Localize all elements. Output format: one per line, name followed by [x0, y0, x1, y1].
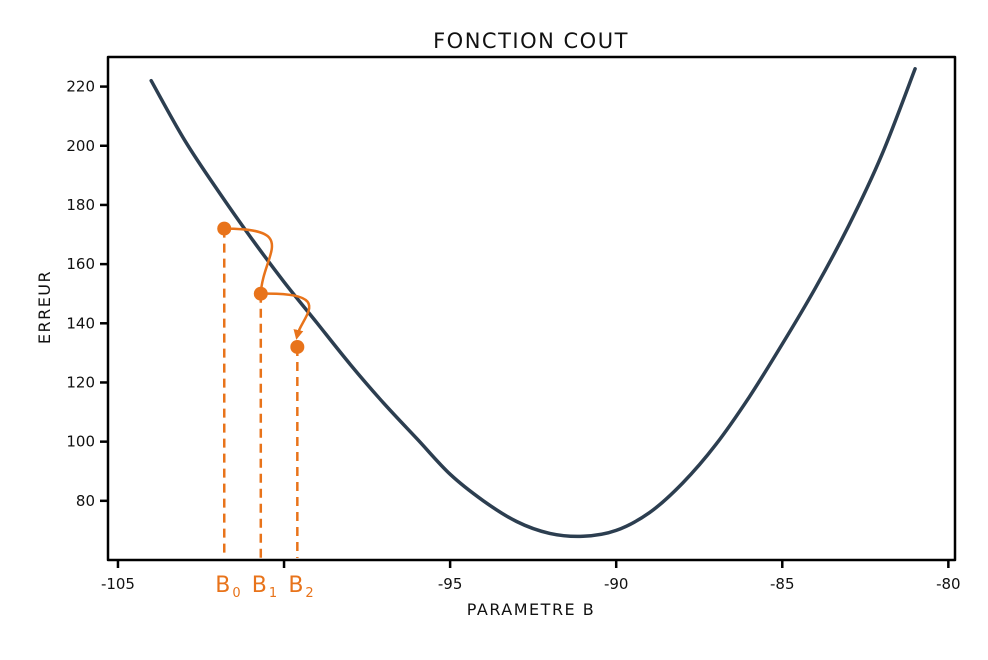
point-label-subscript: 0 — [232, 586, 240, 601]
y-tick-label: 80 — [76, 492, 95, 510]
x-tick-label: -105 — [101, 575, 135, 593]
cost-curve-layer — [149, 67, 917, 539]
chart-title: FONCTION COUT — [433, 29, 629, 53]
x-tick-label: -80 — [936, 575, 961, 593]
y-tick-label: 180 — [66, 196, 95, 214]
point-markers — [217, 221, 305, 354]
y-tick-label: 100 — [66, 433, 95, 451]
plot-border — [106, 55, 957, 562]
x-tick-label: -85 — [770, 575, 795, 593]
y-axis-ticks: 80 100 120 140 160 180 200 220 — [66, 78, 108, 510]
step-arrow — [223, 227, 274, 295]
x-tick-label: -95 — [438, 575, 463, 593]
plot-frame — [106, 55, 957, 562]
y-tick-label: 120 — [66, 373, 95, 391]
point-marker — [290, 339, 305, 354]
point-label-subscript: 1 — [269, 586, 277, 601]
step-arrow — [259, 292, 311, 340]
y-tick-label: 140 — [66, 314, 95, 332]
x-axis-label: PARAMETRE B — [467, 600, 595, 619]
x-tick-label: -90 — [604, 575, 629, 593]
y-axis-label: ERREUR — [35, 270, 54, 344]
point-marker — [253, 286, 268, 301]
guide-lines — [223, 228, 299, 558]
y-tick-label: 160 — [66, 255, 95, 273]
y-tick-label: 200 — [66, 137, 95, 155]
y-tick-label: 220 — [66, 78, 95, 96]
x-axis-ticks: -105 -95 -90 -85 -80 — [101, 560, 961, 593]
point-label-subscript: 2 — [305, 586, 313, 601]
point-marker — [217, 221, 232, 236]
cost-curve-line — [149, 67, 917, 539]
gradient-steps — [223, 227, 311, 340]
